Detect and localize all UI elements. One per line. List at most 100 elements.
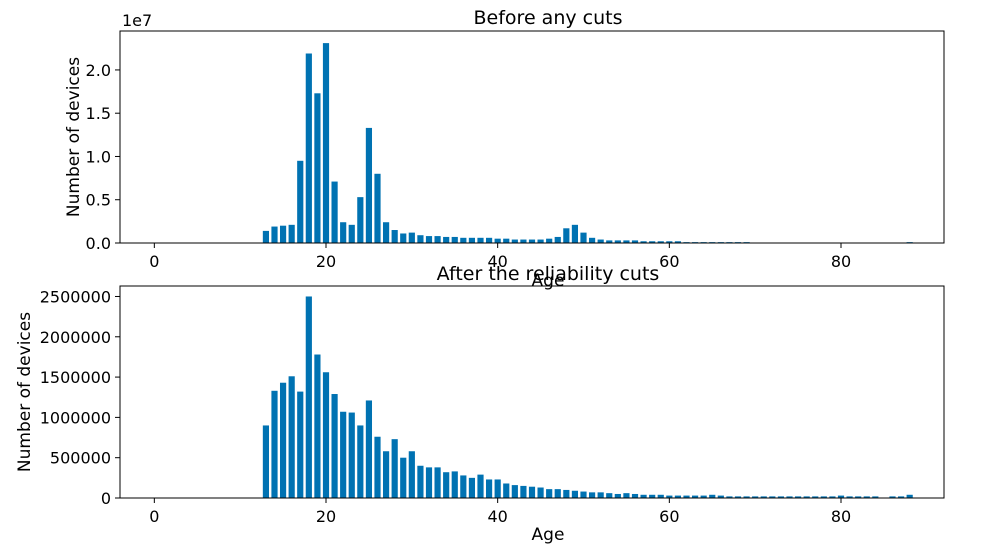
bar <box>872 496 879 498</box>
bar <box>734 496 742 498</box>
bar <box>760 496 767 498</box>
y-ticks: 0.0 0.5 1.0 1.5 2.0 <box>86 61 120 253</box>
x-axis-label: Age <box>532 525 565 545</box>
bar <box>777 496 785 498</box>
bar <box>297 160 304 243</box>
x-tick-label: 60 <box>659 507 679 526</box>
bar <box>365 400 373 498</box>
bar <box>528 486 536 498</box>
x-tick-label: 20 <box>316 507 336 526</box>
bar <box>408 232 415 243</box>
bar <box>752 496 759 498</box>
bar <box>588 492 596 498</box>
bar <box>597 239 604 243</box>
bar <box>657 494 664 498</box>
x-tick-label: 40 <box>487 252 507 271</box>
y-tick-label: 0.5 <box>86 191 111 210</box>
bar <box>623 493 630 498</box>
bar <box>837 495 845 498</box>
bar <box>563 489 570 498</box>
y-axis-label: Number of devices <box>15 312 35 472</box>
bar <box>631 493 639 498</box>
bar <box>348 224 355 243</box>
bar <box>537 239 544 243</box>
bar <box>382 222 390 243</box>
bar <box>494 238 501 243</box>
bar <box>485 479 493 498</box>
bar <box>460 237 467 243</box>
bar <box>279 382 287 498</box>
bar <box>674 241 682 243</box>
bar <box>855 496 862 498</box>
bar <box>820 496 827 498</box>
bar <box>357 197 364 243</box>
bars <box>262 43 913 243</box>
chart-title: Before any cuts <box>474 7 623 29</box>
bar <box>425 236 433 243</box>
y-axis-label: Number of devices <box>64 57 84 217</box>
bar <box>322 43 330 243</box>
bar <box>271 226 278 243</box>
bar <box>340 411 347 498</box>
bar <box>322 372 330 498</box>
bar <box>451 471 458 498</box>
bar <box>606 493 613 498</box>
bar <box>511 239 518 243</box>
x-ticks: 0 20 40 60 80 <box>149 243 851 271</box>
bar <box>700 495 707 498</box>
bar <box>400 457 407 498</box>
bar <box>588 237 596 243</box>
bar <box>374 436 381 498</box>
bar <box>829 496 836 498</box>
bar <box>649 494 656 498</box>
y-tick-label: 1000000 <box>40 408 111 427</box>
bar <box>666 495 673 498</box>
bar <box>451 236 458 243</box>
y-tick-label: 0 <box>101 489 111 508</box>
bar <box>537 487 544 498</box>
subplot-before-cuts: Before any cuts Number of devices Age 1e… <box>64 7 945 291</box>
y-tick-label: 0.0 <box>86 234 111 253</box>
bar <box>297 391 304 498</box>
bar <box>786 496 793 498</box>
y-tick-label: 2.0 <box>86 61 111 80</box>
bar <box>889 496 896 498</box>
bar <box>580 232 587 243</box>
bar <box>571 490 579 498</box>
bar <box>288 224 295 243</box>
bar <box>382 451 390 498</box>
bar <box>400 233 407 243</box>
bar <box>365 127 373 243</box>
bar <box>812 496 819 498</box>
y-tick-label: 2500000 <box>40 287 111 306</box>
bar <box>897 496 905 498</box>
x-tick-label: 80 <box>831 252 851 271</box>
bar <box>683 495 690 498</box>
bar <box>357 425 364 498</box>
bar <box>262 425 270 498</box>
bar <box>494 479 501 498</box>
bar <box>614 240 621 243</box>
bar <box>417 465 424 498</box>
bar <box>279 225 287 243</box>
bar <box>614 493 621 498</box>
x-tick-label: 0 <box>149 507 159 526</box>
bar <box>511 485 518 498</box>
chart-title: After the reliability cuts <box>437 263 660 285</box>
y-axis-offset-text: 1e7 <box>122 11 152 30</box>
bar <box>468 477 476 498</box>
y-tick-label: 1500000 <box>40 368 111 387</box>
bar <box>631 240 639 243</box>
bar <box>348 412 355 498</box>
x-ticks: 0 20 40 60 80 <box>149 498 851 526</box>
bar <box>803 496 810 498</box>
bar <box>417 235 424 243</box>
bar <box>666 241 673 243</box>
bar <box>314 93 321 243</box>
bar <box>649 241 656 243</box>
y-tick-label: 2000000 <box>40 328 111 347</box>
bar <box>906 494 913 498</box>
bar <box>271 390 278 498</box>
bar <box>443 236 450 243</box>
